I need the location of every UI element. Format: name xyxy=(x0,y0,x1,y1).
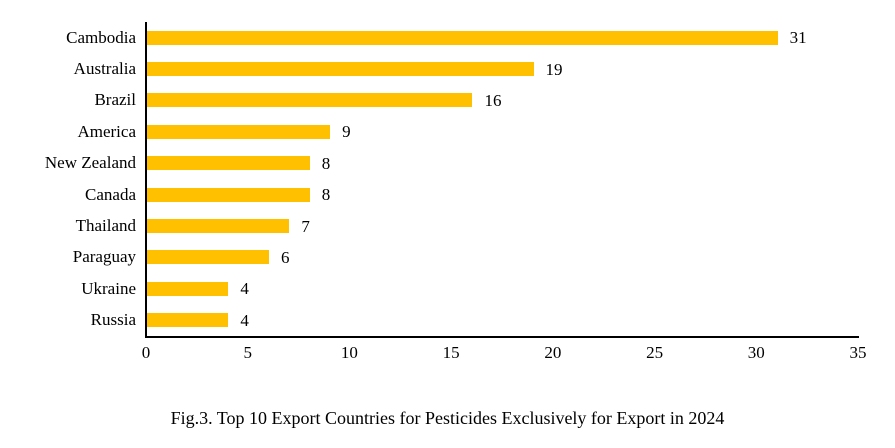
value-label: 19 xyxy=(545,59,563,79)
value-label: 7 xyxy=(301,216,310,236)
category-label: Russia xyxy=(90,310,136,330)
bar-row: 6 xyxy=(147,242,859,273)
value-label: 31 xyxy=(789,28,807,48)
plot-area: 31 19 16 9 8 8 7 6 4 4 xyxy=(145,22,859,338)
bar xyxy=(147,156,310,171)
bar-row: 19 xyxy=(147,53,859,84)
category-label: Thailand xyxy=(75,216,136,236)
x-tick-label: 25 xyxy=(646,343,664,362)
x-tick-label: 0 xyxy=(141,343,151,362)
value-label: 8 xyxy=(321,185,331,205)
bar xyxy=(147,313,229,328)
category-label: Australia xyxy=(73,59,136,79)
value-label: 16 xyxy=(484,90,502,110)
bar-row: 31 xyxy=(147,22,859,53)
figure-caption: Fig.3. Top 10 Export Countries for Pesti… xyxy=(170,408,725,428)
value-label: 4 xyxy=(240,310,249,330)
value-label: 4 xyxy=(240,279,249,299)
category-label: Ukraine xyxy=(81,278,136,298)
bar xyxy=(147,124,331,139)
category-label: Canada xyxy=(85,184,136,204)
category-label: America xyxy=(77,121,136,141)
value-label: 6 xyxy=(281,247,290,267)
bar-row: 7 xyxy=(147,210,859,241)
bar xyxy=(147,187,310,202)
bar xyxy=(147,281,229,296)
category-axis: Cambodia Australia Brazil America New Zealan… xyxy=(0,22,136,336)
bar-row: 8 xyxy=(147,148,859,179)
x-tick-label: 35 xyxy=(849,343,867,362)
category-label: Brazil xyxy=(94,90,136,110)
bar xyxy=(147,62,534,77)
bar-row: 16 xyxy=(147,85,859,116)
x-tick-label: 10 xyxy=(340,343,358,362)
x-tick-label: 15 xyxy=(442,343,460,362)
bar-row: 9 xyxy=(147,116,859,147)
bar xyxy=(147,250,270,265)
bar-row: 8 xyxy=(147,179,859,210)
category-label: Cambodia xyxy=(66,27,136,47)
bar-row: 4 xyxy=(147,305,859,336)
category-label: Paraguay xyxy=(72,247,136,267)
bar-row: 4 xyxy=(147,273,859,304)
bar xyxy=(147,30,778,45)
x-axis: 0 5 10 15 20 25 30 35 xyxy=(142,343,867,365)
x-tick-label: 30 xyxy=(747,343,765,362)
bar xyxy=(147,93,473,108)
value-label: 9 xyxy=(342,122,351,142)
x-tick-label: 20 xyxy=(544,343,562,362)
category-label: New Zealand xyxy=(44,153,136,173)
bar xyxy=(147,219,290,234)
x-tick-label: 5 xyxy=(243,343,252,362)
value-label: 8 xyxy=(321,153,331,173)
